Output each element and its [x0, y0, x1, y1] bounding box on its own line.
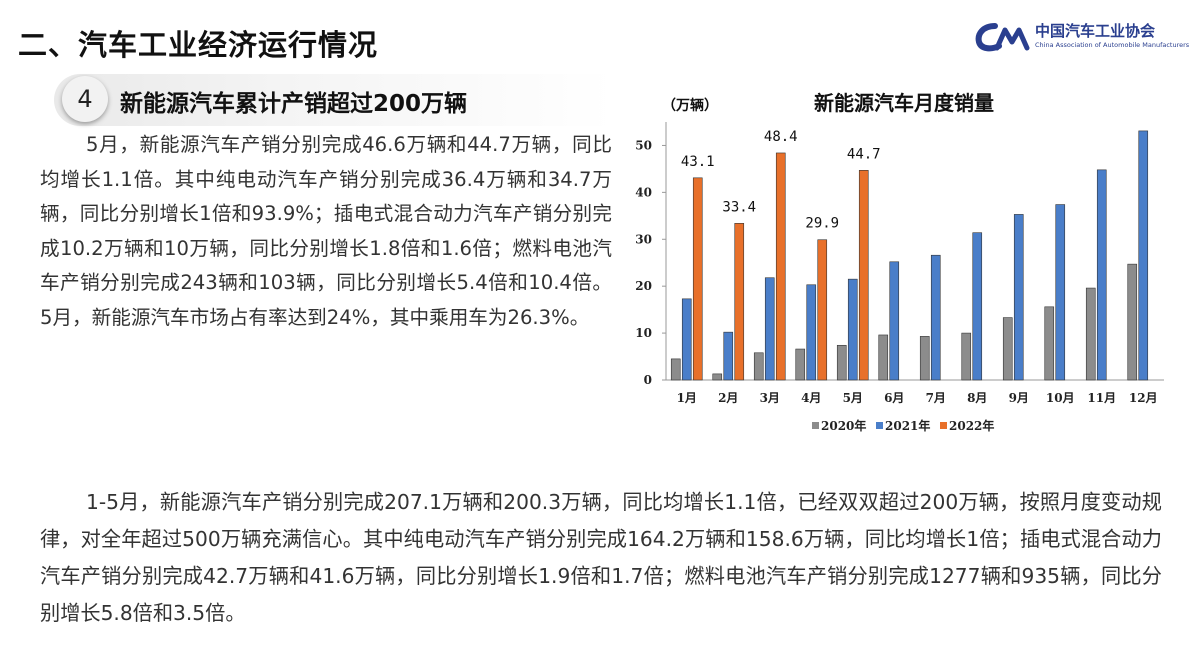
- bar-2022年-4月: [817, 239, 828, 381]
- chart-title: 新能源汽车月度销量: [814, 91, 994, 115]
- x-tick-label: 8月: [967, 391, 987, 405]
- bar-2020年-11月: [1085, 287, 1096, 381]
- bar-2021年-4月: [806, 284, 817, 381]
- data-label: 33.4: [722, 199, 756, 215]
- cam-logo-icon: [975, 23, 1030, 52]
- logo-chinese-name: 中国汽车工业协会: [1035, 22, 1156, 40]
- bar-2020年-9月: [1002, 317, 1013, 381]
- bar-2020年-7月: [919, 336, 930, 381]
- bar-2022年-2月: [734, 223, 745, 381]
- bar-2021年-3月: [764, 277, 775, 381]
- bar-2021年-6月: [889, 261, 900, 381]
- bar-2021年-12月: [1138, 130, 1149, 381]
- y-tick-label: 10: [635, 326, 652, 340]
- data-label: 29.9: [805, 216, 839, 232]
- bar-2020年-3月: [753, 352, 764, 381]
- data-label: 44.7: [847, 146, 881, 162]
- logo-english-name: China Association of Automobile Manufact…: [1035, 41, 1190, 49]
- section-number-badge: 4: [62, 76, 108, 122]
- y-tick-label: 50: [635, 138, 652, 152]
- bar-2021年-7月: [930, 254, 941, 381]
- x-tick-label: 6月: [884, 391, 904, 405]
- x-tick-label: 11月: [1087, 391, 1116, 405]
- bar-2020年-10月: [1044, 306, 1055, 381]
- legend-swatch: [876, 422, 883, 429]
- bar-2020年-5月: [836, 344, 847, 381]
- x-tick-label: 9月: [1009, 391, 1029, 405]
- x-tick-label: 1月: [677, 391, 697, 405]
- x-tick-label: 5月: [843, 391, 863, 405]
- section-title: 二、汽车工业经济运行情况: [18, 28, 379, 62]
- subsection-title: 新能源汽车累计产销超过200万辆: [120, 91, 468, 117]
- x-tick-label: 2月: [718, 391, 738, 405]
- bar-2021年-9月: [1013, 214, 1024, 381]
- x-tick-label: 4月: [801, 391, 821, 405]
- nev-monthly-sales-chart: 新能源汽车月度销量 （万辆） 0 10 20 30 40 50 1月 2月 3月 4月 5月 6月 7月 8月…: [635, 91, 1164, 433]
- y-tick-label: 30: [635, 232, 652, 246]
- paragraph-may: 5月，新能源汽车产销分别完成46.6万辆和44.7万辆，同比均增长1.1倍。其中…: [40, 133, 612, 329]
- x-tick-label: 10月: [1046, 391, 1075, 405]
- bar-2022年-5月: [858, 170, 869, 381]
- legend-label: 2021年: [885, 418, 930, 433]
- data-label: 48.4: [764, 129, 798, 145]
- bar-2020年-4月: [795, 348, 806, 381]
- paragraph-jan-may: 1-5月，新能源汽车产销分别完成207.1万辆和200.3万辆，同比均增长1.1…: [40, 490, 1162, 625]
- y-tick-label: 20: [635, 279, 652, 293]
- x-tick-label: 3月: [760, 391, 780, 405]
- bar-2021年-2月: [723, 331, 734, 381]
- legend-swatch: [940, 422, 947, 429]
- data-label: 43.1: [681, 154, 715, 170]
- subtitle-bar: [54, 74, 614, 126]
- y-tick-label: 40: [635, 185, 652, 199]
- y-tick-label: 0: [644, 373, 652, 387]
- logo: 中国汽车工业协会 China Association of Automobile…: [975, 20, 1190, 56]
- bar-2020年-12月: [1127, 263, 1138, 381]
- bar-2021年-1月: [681, 298, 692, 381]
- x-tick-label: 7月: [926, 391, 946, 405]
- bar-2021年-10月: [1055, 204, 1066, 381]
- x-tick-label: 12月: [1129, 391, 1158, 405]
- bar-2022年-1月: [692, 177, 703, 381]
- bar-2020年-8月: [961, 332, 972, 381]
- bar-2022年-3月: [775, 152, 786, 381]
- bar-2020年-6月: [878, 334, 889, 381]
- bar-2020年-2月: [712, 373, 723, 381]
- bar-2021年-5月: [847, 278, 858, 381]
- y-axis-unit-label: （万辆）: [662, 97, 718, 114]
- legend-label: 2020年: [821, 418, 866, 433]
- legend-swatch: [812, 422, 819, 429]
- bar-2021年-8月: [972, 232, 983, 381]
- legend-label: 2022年: [949, 418, 994, 433]
- bar-2020年-1月: [670, 358, 681, 381]
- bar-2021年-11月: [1096, 169, 1107, 381]
